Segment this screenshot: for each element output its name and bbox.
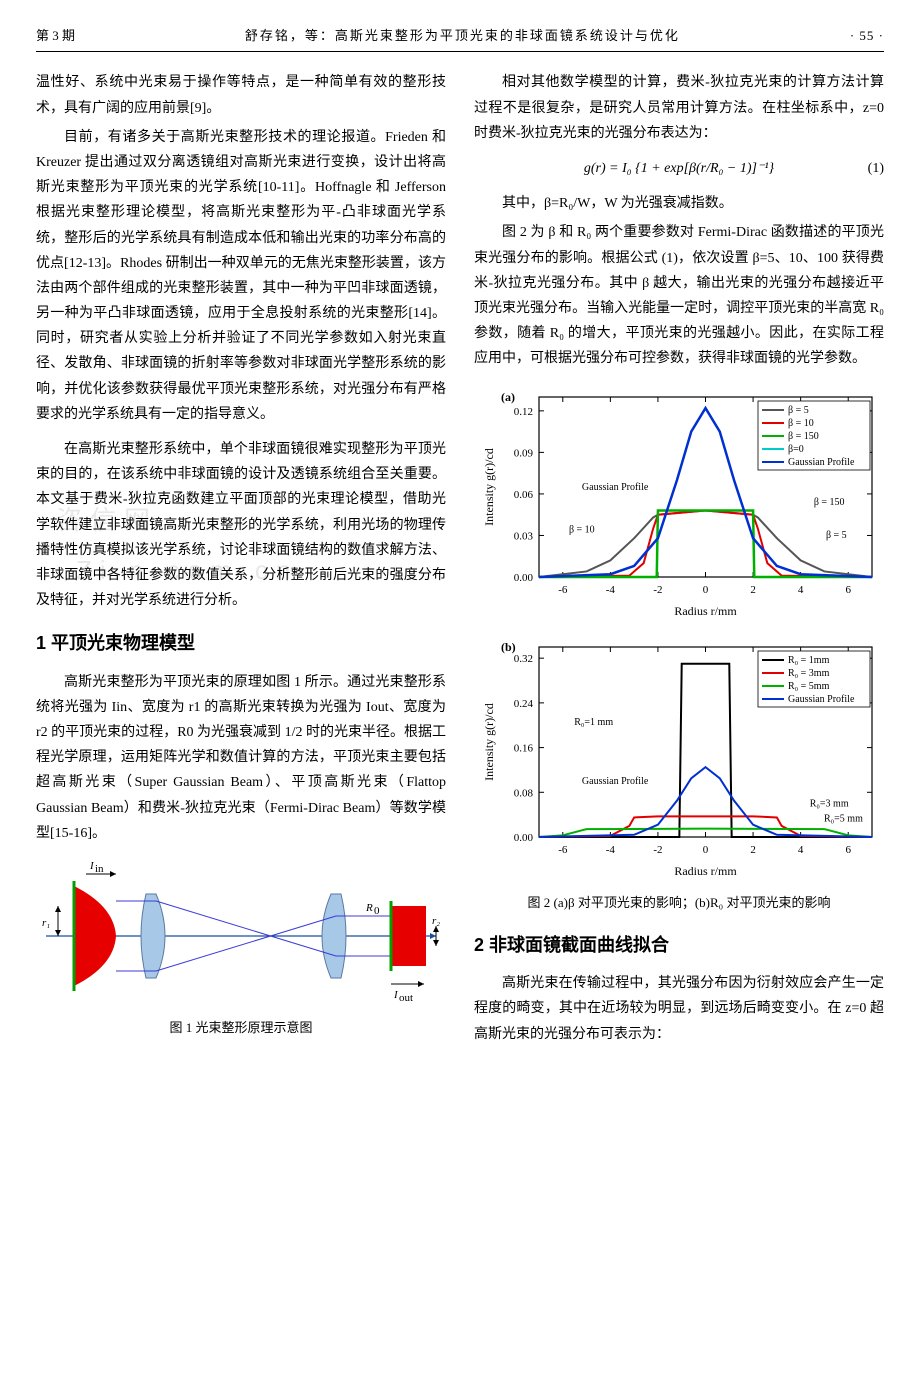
svg-text:0.24: 0.24: [514, 698, 534, 710]
svg-text:6: 6: [845, 584, 851, 596]
svg-text:Radius r/mm: Radius r/mm: [674, 864, 737, 878]
svg-text:-6: -6: [558, 844, 568, 856]
page-header: 第 3 期 舒存铭，等：高斯光束整形为平顶光束的非球面镜系统设计与优化 · 55…: [36, 24, 884, 52]
svg-text:Radius r/mm: Radius r/mm: [674, 604, 737, 618]
svg-text:R₀=1 mm: R₀=1 mm: [574, 718, 613, 729]
svg-text:β = 150: β = 150: [788, 431, 819, 442]
svg-text:Intensity g(r)/cd: Intensity g(r)/cd: [482, 449, 496, 527]
header-title: 舒存铭，等：高斯光束整形为平顶光束的非球面镜系统设计与优化: [75, 24, 850, 47]
svg-text:(a): (a): [501, 390, 515, 404]
svg-text:0.12: 0.12: [514, 406, 533, 418]
left-column: 温性好、系统中光束易于操作等特点，是一种简单有效的整形技术，具有广阔的应用前景[…: [36, 70, 446, 1050]
svg-text:0: 0: [374, 905, 380, 917]
svg-text:β = 5: β = 5: [826, 531, 847, 542]
svg-text:-2: -2: [653, 584, 662, 596]
svg-text:-4: -4: [606, 844, 616, 856]
equation-1: g(r) = I₀ {1 + exp[β(r/R₀ − 1)]⁻¹} (1): [474, 156, 884, 181]
figure-2b: (b) 0.00 0.08 0.16 0.24 0.32 -6 -4 -2 0 2 4 6 Radius …: [474, 631, 884, 881]
svg-text:0.03: 0.03: [514, 531, 534, 543]
svg-text:2: 2: [750, 844, 756, 856]
svg-text:r₁: r₁: [42, 917, 50, 929]
svg-text:in: in: [95, 863, 104, 875]
svg-text:Gaussian Profile: Gaussian Profile: [788, 457, 855, 468]
svg-text:β = 10: β = 10: [788, 418, 814, 429]
para: 温性好、系统中光束易于操作等特点，是一种简单有效的整形技术，具有广阔的应用前景[…: [36, 70, 446, 120]
svg-text:Intensity g(r)/cd: Intensity g(r)/cd: [482, 704, 496, 782]
svg-text:Gaussian Profile: Gaussian Profile: [582, 482, 649, 493]
para: 高斯光束在传输过程中，其光强分布因为衍射效应会产生一定程度的畸变，其中在近场较为…: [474, 971, 884, 1047]
svg-text:R₀=3 mm: R₀=3 mm: [810, 799, 849, 810]
svg-text:R₀ = 1mm: R₀ = 1mm: [788, 655, 830, 666]
svg-text:0: 0: [703, 844, 709, 856]
section-heading-2: 2 非球面镜截面曲线拟合: [474, 929, 884, 961]
svg-text:Gaussian Profile: Gaussian Profile: [788, 694, 855, 705]
equation-number: (1): [868, 156, 884, 181]
section-heading-1: 1 平顶光束物理模型: [36, 627, 446, 659]
svg-text:-6: -6: [558, 584, 568, 596]
svg-text:4: 4: [798, 844, 804, 856]
para: 在高斯光束整形系统中，单个非球面镜很难实现整形为平顶光束的目的，在该系统中非球面…: [36, 437, 446, 613]
svg-text:0.00: 0.00: [514, 572, 534, 584]
svg-text:R₀ = 5mm: R₀ = 5mm: [788, 681, 830, 692]
svg-text:out: out: [399, 992, 413, 1004]
svg-text:β = 10: β = 10: [569, 525, 595, 536]
para: 其中，β=R₀/W，W 为光强衰减指数。: [474, 191, 884, 216]
svg-text:0.09: 0.09: [514, 448, 534, 460]
svg-text:0.08: 0.08: [514, 788, 534, 800]
para: 高斯光束整形为平顶光束的原理如图 1 所示。通过光束整形系统将光强为 Iin、宽…: [36, 670, 446, 846]
svg-text:4: 4: [798, 584, 804, 596]
figure-1-caption: 图 1 光束整形原理示意图: [36, 1016, 446, 1039]
svg-text:R₀ = 3mm: R₀ = 3mm: [788, 668, 830, 679]
right-column: 相对其他数学模型的计算，费米-狄拉克光束的计算方法计算过程不是很复杂，是研究人员…: [474, 70, 884, 1050]
svg-text:0.16: 0.16: [514, 743, 534, 755]
svg-text:0.00: 0.00: [514, 832, 534, 844]
svg-text:-4: -4: [606, 584, 616, 596]
figure-1: r₁IinR0r₂Iout: [36, 856, 446, 1006]
page-number: · 55 ·: [850, 24, 884, 47]
svg-text:2: 2: [750, 584, 756, 596]
svg-text:6: 6: [845, 844, 851, 856]
svg-text:R: R: [365, 902, 373, 914]
svg-text:(b): (b): [501, 640, 516, 654]
svg-text:0.06: 0.06: [514, 489, 534, 501]
svg-text:β=0: β=0: [788, 444, 804, 455]
figure-2-caption: 图 2 (a)β 对平顶光束的影响；(b)R₀ 对平顶光束的影响: [474, 891, 884, 914]
svg-text:-2: -2: [653, 844, 662, 856]
svg-text:0.32: 0.32: [514, 654, 533, 666]
equation-text: g(r) = I₀ {1 + exp[β(r/R₀ − 1)]⁻¹}: [584, 156, 774, 181]
svg-text:Gaussian Profile: Gaussian Profile: [582, 776, 649, 787]
svg-text:β = 150: β = 150: [814, 497, 845, 508]
para: 相对其他数学模型的计算，费米-狄拉克光束的计算方法计算过程不是很复杂，是研究人员…: [474, 70, 884, 146]
para: 目前，有诸多关于高斯光束整形技术的理论报道。Frieden 和 Kreuzer …: [36, 125, 446, 427]
svg-text:R₀=5 mm: R₀=5 mm: [824, 814, 863, 825]
issue-label: 第 3 期: [36, 24, 75, 47]
svg-text:r₂: r₂: [432, 915, 440, 927]
figure-2a: (a) 0.00 0.03 0.06 0.09 0.12 -6 -4 -2 0 2 4 6 Radius …: [474, 381, 884, 621]
svg-text:β = 5: β = 5: [788, 405, 809, 416]
para: 图 2 为 β 和 R₀ 两个重要参数对 Fermi-Dirac 函数描述的平顶…: [474, 220, 884, 371]
svg-text:0: 0: [703, 584, 709, 596]
